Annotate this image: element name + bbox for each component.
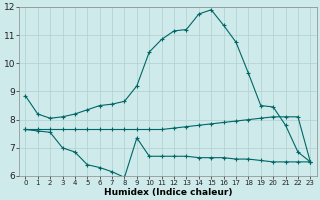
X-axis label: Humidex (Indice chaleur): Humidex (Indice chaleur) <box>104 188 232 197</box>
